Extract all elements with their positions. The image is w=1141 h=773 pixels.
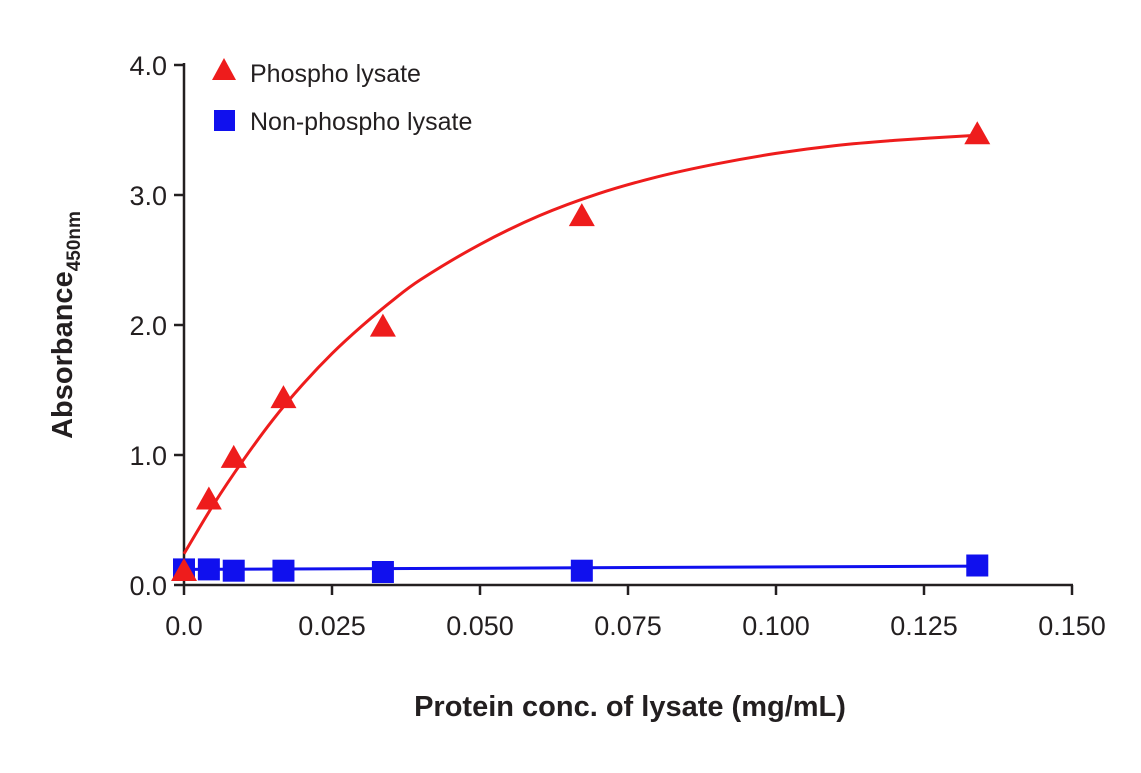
legend: Phospho lysate Non-phospho lysate xyxy=(212,58,472,136)
data-points xyxy=(171,121,991,583)
data-point-nonphospho xyxy=(371,561,394,583)
data-point-phospho xyxy=(568,203,595,227)
data-point-nonphospho xyxy=(966,554,989,577)
data-point-phospho xyxy=(171,558,197,581)
x-tick-label: 0.0 xyxy=(165,611,203,641)
y-tick-label: 1.0 xyxy=(129,441,167,471)
data-point-phospho xyxy=(964,121,991,145)
y-axis-label-main: Absorbance xyxy=(47,271,79,439)
y-tick-label: 2.0 xyxy=(129,311,167,341)
fit-curve-phospho xyxy=(182,133,978,555)
data-point-phospho xyxy=(369,313,396,337)
y-axis-label-subscript: 450nm xyxy=(64,211,85,271)
legend-marker-phospho xyxy=(212,58,236,80)
axes: 0.0 1.0 2.0 3.0 4.0 0.0 0.025 0.050 0.075 0.100 0.… xyxy=(129,51,1105,641)
y-axis-label: Absorbance450nm xyxy=(47,211,85,439)
data-point-phospho xyxy=(220,444,247,468)
fit-curves xyxy=(182,133,978,571)
x-axis-label: Protein conc. of lysate (mg/mL) xyxy=(414,691,846,723)
x-tick-label: 0.025 xyxy=(298,611,366,641)
x-tick-label: 0.125 xyxy=(890,611,958,641)
data-point-nonphospho xyxy=(570,559,593,582)
y-tick-label: 0.0 xyxy=(129,571,167,601)
legend-label-nonphospho: Non-phospho lysate xyxy=(250,108,472,136)
data-point-phospho xyxy=(195,486,222,510)
x-tick-label: 0.050 xyxy=(446,611,514,641)
legend-label-phospho: Phospho lysate xyxy=(250,60,421,88)
data-point-phospho xyxy=(270,385,297,409)
y-tick-label: 3.0 xyxy=(129,181,167,211)
data-point-nonphospho xyxy=(197,558,220,581)
x-tick-label: 0.075 xyxy=(594,611,662,641)
x-tick-label: 0.100 xyxy=(742,611,810,641)
x-tick-label: 0.150 xyxy=(1038,611,1106,641)
y-tick-label: 4.0 xyxy=(129,51,167,81)
data-point-nonphospho xyxy=(272,559,295,582)
data-point-nonphospho xyxy=(222,559,245,582)
legend-marker-nonphospho xyxy=(214,110,235,131)
